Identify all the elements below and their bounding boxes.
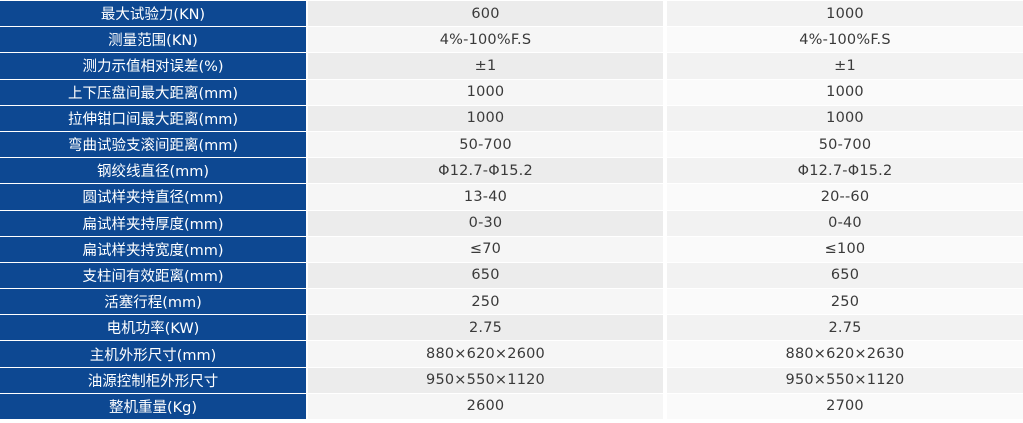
spec-label: 测力示值相对误差(%)	[0, 53, 308, 80]
spec-value-model-a: 600	[308, 1, 667, 28]
spec-label: 油源控制柜外形尺寸	[0, 367, 308, 394]
spec-value-model-a: 2600	[308, 393, 667, 420]
spec-row: 弯曲试验支滚间距离(mm) 50-700 50-700	[0, 131, 1023, 159]
spec-label: 圆试样夹持直径(mm)	[0, 184, 308, 211]
spec-label: 电机功率(KW)	[0, 315, 308, 342]
spec-value-model-b: 0-40	[667, 210, 1023, 237]
spec-value-model-b: 1000	[667, 105, 1023, 132]
spec-value-model-b: 950×550×1120	[667, 367, 1023, 394]
spec-value-model-b: 650	[667, 262, 1023, 290]
spec-row: 拉伸钳口间最大距离(mm) 1000 1000	[0, 105, 1023, 132]
spec-value-model-a: 250	[308, 289, 667, 316]
spec-label: 拉伸钳口间最大距离(mm)	[0, 105, 308, 132]
spec-value-model-b: ±1	[667, 53, 1023, 80]
spec-value-model-a: 0-30	[308, 210, 667, 237]
spec-row: 圆试样夹持直径(mm) 13-40 20--60	[0, 184, 1023, 211]
spec-row: 最大试验力(KN) 600 1000	[0, 1, 1023, 28]
spec-value-model-b: 2.75	[667, 315, 1023, 342]
spec-value-model-b: Φ12.7-Φ15.2	[667, 158, 1023, 185]
spec-row: 扁试样夹持宽度(mm) ≤70 ≤100	[0, 236, 1023, 263]
spec-value-model-b: 50-700	[667, 131, 1023, 159]
spec-value-model-a: Φ12.7-Φ15.2	[308, 158, 667, 185]
spec-value-model-a: 4%-100%F.S	[308, 27, 667, 54]
spec-value-model-a: 950×550×1120	[308, 367, 667, 394]
spec-row: 扁试样夹持厚度(mm) 0-30 0-40	[0, 210, 1023, 237]
spec-row: 油源控制柜外形尺寸 950×550×1120 950×550×1120	[0, 367, 1023, 394]
spec-row: 上下压盘间最大距离(mm) 1000 1000	[0, 79, 1023, 106]
spec-label: 弯曲试验支滚间距离(mm)	[0, 131, 308, 159]
spec-label: 主机外形尺寸(mm)	[0, 341, 308, 368]
spec-row: 测力示值相对误差(%) ±1 ±1	[0, 53, 1023, 80]
spec-value-model-a: 50-700	[308, 131, 667, 159]
spec-value-model-a: 13-40	[308, 184, 667, 211]
spec-value-model-b: 880×620×2630	[667, 341, 1023, 368]
spec-label: 扁试样夹持厚度(mm)	[0, 210, 308, 237]
spec-value-model-a: 1000	[308, 79, 667, 106]
spec-value-model-b: 1000	[667, 79, 1023, 106]
spec-row: 电机功率(KW) 2.75 2.75	[0, 315, 1023, 342]
spec-label: 整机重量(Kg)	[0, 393, 308, 420]
spec-value-model-a: ≤70	[308, 236, 667, 263]
spec-value-model-b: 2700	[667, 393, 1023, 420]
spec-label: 钢绞线直径(mm)	[0, 158, 308, 185]
spec-value-model-b: 1000	[667, 1, 1023, 28]
spec-row: 测量范围(KN) 4%-100%F.S 4%-100%F.S	[0, 27, 1023, 54]
spec-value-model-b: 20--60	[667, 184, 1023, 211]
spec-label: 上下压盘间最大距离(mm)	[0, 79, 308, 106]
spec-label: 支柱间有效距离(mm)	[0, 262, 308, 290]
spec-value-model-b: ≤100	[667, 236, 1023, 263]
spec-row: 整机重量(Kg) 2600 2700	[0, 393, 1023, 420]
spec-row: 支柱间有效距离(mm) 650 650	[0, 262, 1023, 290]
spec-row: 钢绞线直径(mm) Φ12.7-Φ15.2 Φ12.7-Φ15.2	[0, 158, 1023, 185]
spec-value-model-b: 4%-100%F.S	[667, 27, 1023, 54]
spec-value-model-a: 880×620×2600	[308, 341, 667, 368]
spec-value-model-a: 650	[308, 262, 667, 290]
spec-label: 扁试样夹持宽度(mm)	[0, 236, 308, 263]
spec-label: 活塞行程(mm)	[0, 289, 308, 316]
spec-label: 测量范围(KN)	[0, 27, 308, 54]
spec-label: 最大试验力(KN)	[0, 1, 308, 28]
spec-value-model-a: 1000	[308, 105, 667, 132]
spec-value-model-a: ±1	[308, 53, 667, 80]
spec-value-model-a: 2.75	[308, 315, 667, 342]
spec-value-model-b: 250	[667, 289, 1023, 316]
spec-row: 主机外形尺寸(mm) 880×620×2600 880×620×2630	[0, 341, 1023, 368]
spec-row: 活塞行程(mm) 250 250	[0, 289, 1023, 316]
